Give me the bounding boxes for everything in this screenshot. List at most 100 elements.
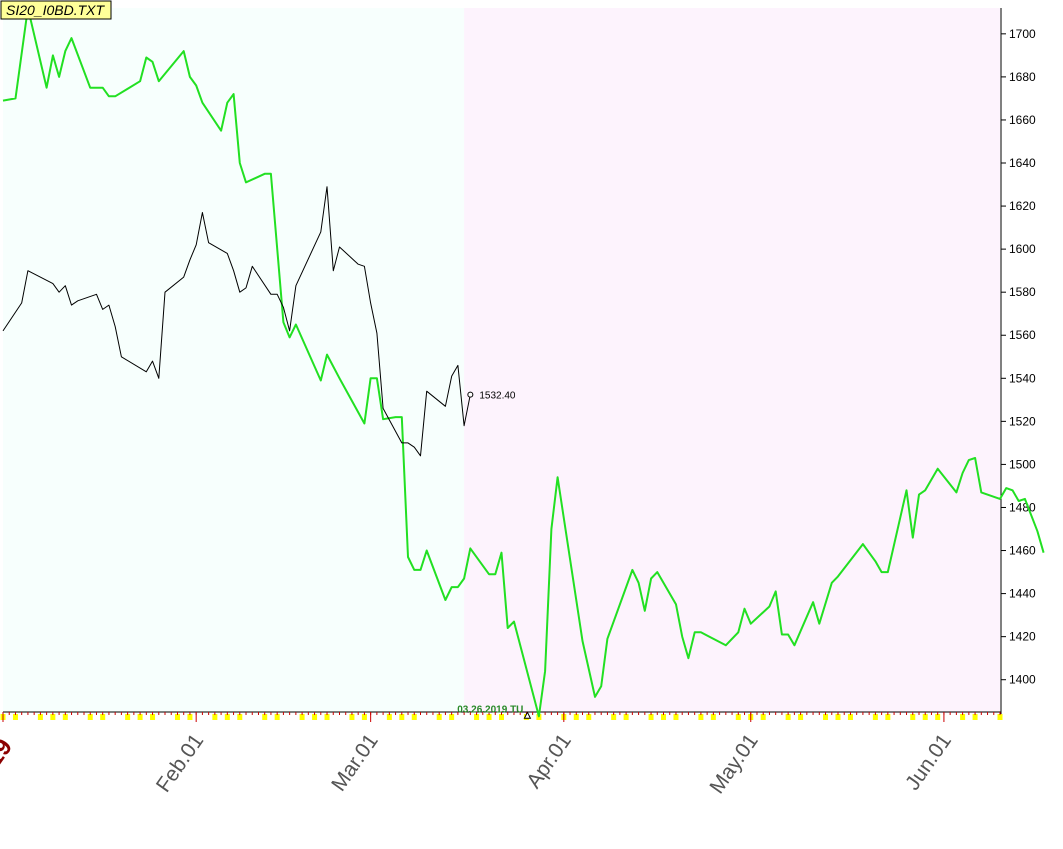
day-marker: [542, 714, 548, 720]
low-marker: [523, 711, 532, 719]
day-marker: [673, 714, 679, 720]
day-marker: [399, 714, 405, 720]
day-marker: [648, 714, 654, 720]
day-marker: [567, 714, 573, 720]
day-marker: [798, 714, 804, 720]
day-marker: [667, 714, 673, 720]
day-marker: [37, 714, 43, 720]
day-marker: [44, 714, 50, 720]
day-marker: [804, 714, 810, 720]
day-marker: [841, 714, 847, 720]
day-marker: [56, 714, 62, 720]
y-tick-label: 1700: [1009, 27, 1036, 41]
day-marker: [12, 714, 18, 720]
y-tick-label: 1520: [1009, 414, 1036, 428]
y-tick-label: 1400: [1009, 673, 1036, 687]
title-box-bg: [0, 0, 112, 20]
day-marker: [87, 714, 93, 720]
y-tick-label: 1420: [1009, 630, 1036, 644]
day-marker: [617, 714, 623, 720]
y-tick-label: 1620: [1009, 199, 1036, 213]
day-marker: [411, 714, 417, 720]
day-marker: [274, 714, 280, 720]
day-marker: [299, 714, 305, 720]
day-marker: [698, 714, 704, 720]
day-marker: [449, 714, 455, 720]
x-tick-label: Jun.01: [901, 730, 956, 795]
day-marker: [231, 714, 237, 720]
day-marker: [530, 714, 536, 720]
day-marker: [717, 714, 723, 720]
day-marker: [735, 714, 741, 720]
x-tick-label: Mar.01: [327, 730, 383, 796]
day-marker: [480, 714, 486, 720]
day-marker: [835, 714, 841, 720]
day-marker: [486, 714, 492, 720]
day-marker: [492, 714, 498, 720]
day-marker: [829, 714, 835, 720]
day-marker: [710, 714, 716, 720]
day-marker: [654, 714, 660, 720]
title-box[interactable]: SI20_I0BD.TXT: [0, 0, 112, 20]
day-marker: [81, 714, 87, 720]
day-marker: [661, 714, 667, 720]
day-marker: [355, 714, 361, 720]
day-marker: [224, 714, 230, 720]
day-marker: [386, 714, 392, 720]
x-tick-label: May.01: [705, 730, 762, 798]
day-marker: [629, 714, 635, 720]
day-marker: [212, 714, 218, 720]
day-marker: [436, 714, 442, 720]
y-axis: 1400 1420 1440 1460 1480 1500 1520 1540 1560 1580…: [1000, 8, 1036, 714]
day-marker: [93, 714, 99, 720]
day-marker: [100, 714, 106, 720]
day-marker: [19, 714, 25, 720]
day-marker: [785, 714, 791, 720]
day-marker: [580, 714, 586, 720]
y-tick-label: 1500: [1009, 457, 1036, 471]
day-marker: [847, 714, 853, 720]
day-marker: [586, 714, 592, 720]
y-tick-label: 1460: [1009, 544, 1036, 558]
day-marker: [966, 714, 972, 720]
day-marker: [50, 714, 56, 720]
series-group: [2, 7, 1045, 718]
day-marker: [754, 714, 760, 720]
title-text: SI20_I0BD.TXT: [6, 2, 105, 18]
day-marker: [760, 714, 766, 720]
y-tick-label: 1680: [1009, 70, 1036, 84]
day-marker: [910, 714, 916, 720]
day-marker: [255, 714, 261, 720]
day-marker: [131, 714, 137, 720]
day-marker: [181, 714, 187, 720]
day-marker: [928, 714, 934, 720]
day-marker: [960, 714, 966, 720]
day-marker: [106, 714, 112, 720]
day-marker: [318, 714, 324, 720]
last-value-marker: [467, 391, 474, 398]
day-marker: [312, 714, 318, 720]
day-marker: [268, 714, 274, 720]
day-marker: [474, 714, 480, 720]
day-marker: [866, 714, 872, 720]
day-marker: [935, 714, 941, 720]
day-marker: [872, 714, 878, 720]
day-marker: [611, 714, 617, 720]
day-marker: [779, 714, 785, 720]
day-marker: [922, 714, 928, 720]
y-tick-label: 1580: [1009, 285, 1036, 299]
day-marker: [62, 714, 68, 720]
series-line-black: [2, 186, 471, 457]
day-marker: [280, 714, 286, 720]
day-marker: [237, 714, 243, 720]
y-tick-label: 1640: [1009, 156, 1036, 170]
day-marker: [891, 714, 897, 720]
day-marker: [137, 714, 143, 720]
day-marker: [324, 714, 330, 720]
band-left: [3, 8, 465, 713]
day-marker: [6, 714, 12, 720]
day-marker: [262, 714, 268, 720]
day-marker: [517, 714, 523, 720]
day-marker: [168, 714, 174, 720]
